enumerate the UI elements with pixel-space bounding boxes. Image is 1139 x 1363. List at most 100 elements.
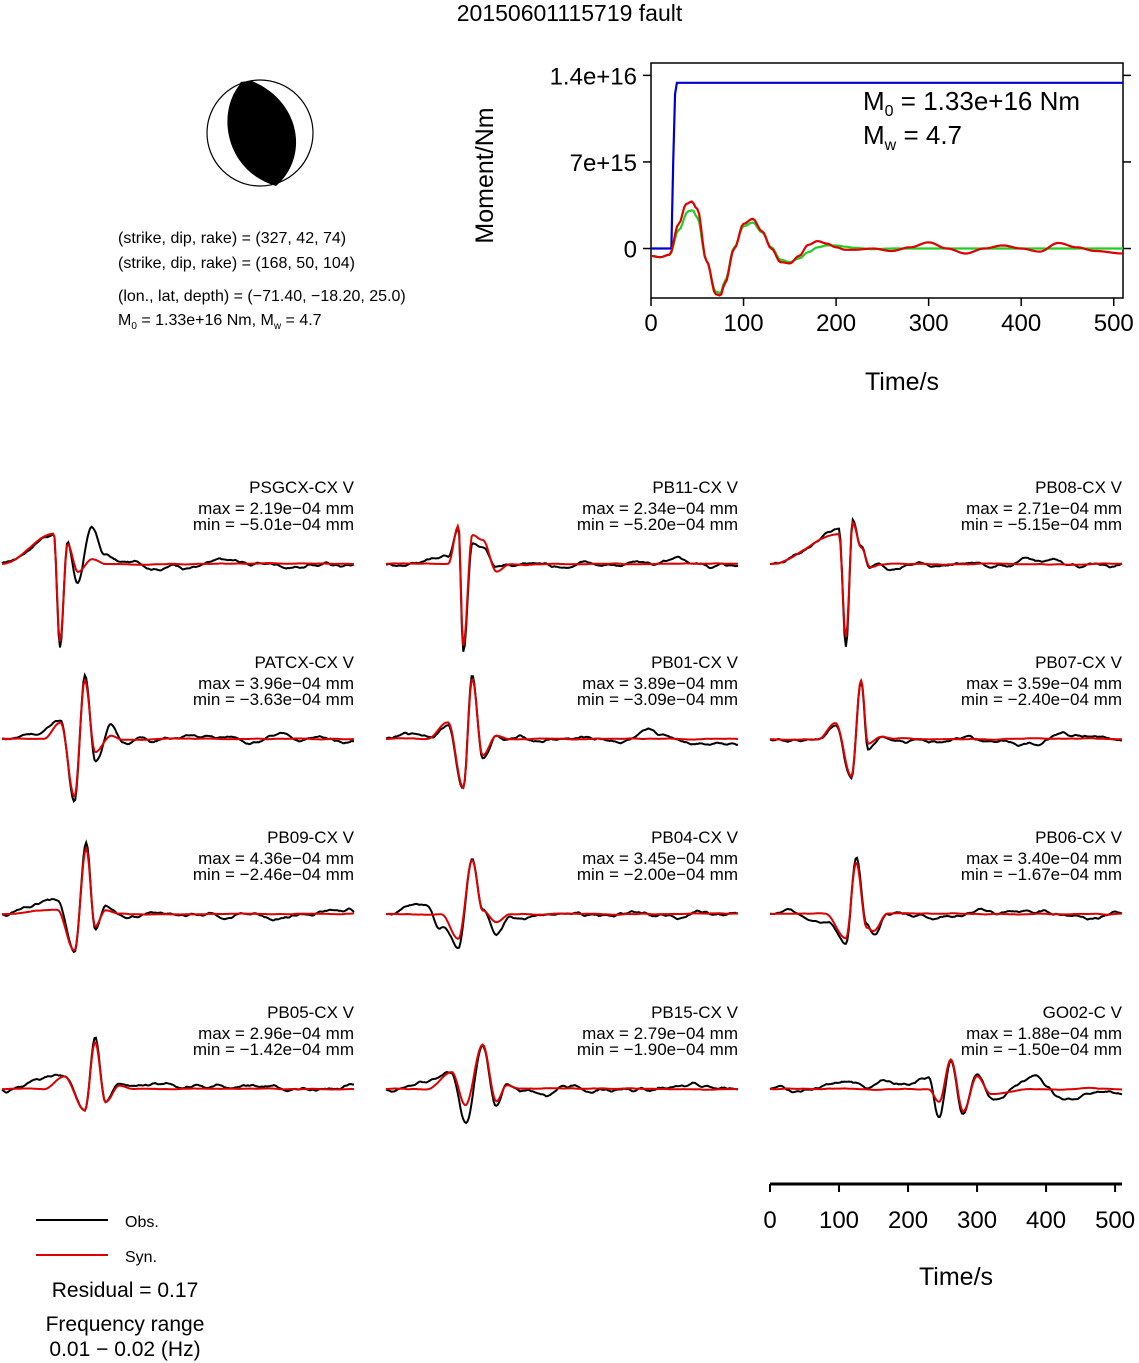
time-axis-tick-label: 500 (1095, 1207, 1135, 1234)
station-max: max = 3.45e−04 mm (582, 849, 738, 868)
ann-mw-rest: = 4.7 (896, 120, 962, 150)
station-min: min = −1.90e−04 mm (577, 1040, 738, 1059)
moment-chart-ticks: 0 100 200 300 400 500 0 7e+15 1.4e+16 (550, 63, 1134, 337)
legend-syn-label: Syn. (125, 1249, 157, 1266)
station-max: max = 3.40e−04 mm (966, 849, 1122, 868)
time-axis-tick-label: 200 (888, 1207, 928, 1234)
moment-m0-annotation: M0 = 1.33e+16 Nm (863, 86, 1080, 120)
synthetic-trace (2, 677, 355, 798)
residual-text: Residual = 0.17 (51, 1279, 199, 1302)
moment-x-tick-label: 500 (1094, 310, 1134, 337)
station-name: PB05-CX V (267, 1003, 355, 1022)
ann-mw-sub: w (884, 137, 897, 154)
m0-rest: = 1.33e+16 Nm, M (136, 312, 274, 329)
waveform-x-axis-label: Time/s (919, 1263, 993, 1291)
station-max: max = 3.89e−04 mm (582, 674, 738, 693)
station-max: max = 3.96e−04 mm (198, 674, 354, 693)
observed-trace (769, 1059, 1123, 1119)
observed-trace (769, 677, 1123, 781)
observed-trace (385, 525, 739, 652)
station-min: min = −2.40e−04 mm (961, 690, 1122, 709)
moment-x-axis-label: Time/s (865, 368, 939, 396)
magnitude-text: M0 = 1.33e+16 Nm, Mw = 4.7 (118, 312, 322, 332)
legend: Obs. Syn. (36, 1214, 159, 1266)
moment-x-tick-label: 0 (644, 310, 657, 337)
synthetic-trace (2, 1041, 355, 1112)
station-min: min = −5.20e−04 mm (577, 515, 738, 534)
time-axis-tick-label: 300 (957, 1207, 997, 1234)
station-min: min = −1.50e−04 mm (961, 1040, 1122, 1059)
moment-x-tick-label: 200 (816, 310, 856, 337)
station-name: PB04-CX V (651, 828, 739, 847)
station-max: max = 4.36e−04 mm (198, 849, 354, 868)
moment-chart-frame (650, 62, 1124, 299)
frequency-label: Frequency range (45, 1313, 205, 1336)
moment-chart-series (650, 81, 1124, 297)
synthetic-trace (386, 859, 739, 940)
station-min: min = −5.01e−04 mm (193, 515, 354, 534)
observed-trace (385, 1044, 739, 1125)
moment-y-tick-label: 1.4e+16 (550, 63, 637, 90)
station-name: PB11-CX V (652, 478, 738, 497)
moment-y-axis-label: Moment/Nm (471, 107, 499, 243)
station-name: PB08-CX V (1035, 478, 1123, 497)
station-min: min = −1.42e−04 mm (193, 1040, 354, 1059)
station-min: min = −2.46e−04 mm (193, 865, 354, 884)
station-name: GO02-C V (1043, 1003, 1123, 1022)
synthetic-trace (386, 678, 739, 790)
waveform-time-axis: Time/s 0 100 200 300 400 500 (763, 1182, 1135, 1291)
legend-obs-label: Obs. (125, 1214, 159, 1231)
synthetic-trace (769, 861, 1122, 940)
synthetic-trace (1, 532, 355, 642)
station-min: min = −5.15e−04 mm (961, 515, 1122, 534)
synthetic-trace (385, 523, 738, 646)
station-name: PSGCX-CX V (249, 478, 355, 497)
station-min: min = −3.63e−04 mm (193, 690, 354, 709)
station-min: min = −1.67e−04 mm (961, 865, 1122, 884)
plane2-text: (strike, dip, rake) = (168, 50, 104) (118, 255, 355, 272)
m0-sub: 0 (131, 321, 137, 333)
location-text: (lon., lat, depth) = (−71.40, −18.20, 25… (118, 288, 406, 305)
ann-mw-prefix: M (863, 120, 885, 150)
moment-y-tick-label: 7e+15 (570, 150, 637, 177)
station-max: max = 2.71e−04 mm (966, 499, 1122, 518)
mw-rest: = 4.7 (281, 312, 322, 329)
station-max: max = 3.59e−04 mm (966, 674, 1122, 693)
moment-series-line-2 (650, 200, 1124, 297)
station-name: PB09-CX V (267, 828, 355, 847)
station-name: PB06-CX V (1035, 828, 1123, 847)
m0-prefix: M (118, 312, 132, 329)
synthetic-trace (1, 845, 355, 952)
station-min: min = −2.00e−04 mm (577, 865, 738, 884)
page-title: 20150601115719 fault (456, 0, 683, 26)
time-axis-tick-label: 0 (763, 1207, 776, 1234)
time-axis-tick-label: 400 (1026, 1207, 1066, 1234)
station-name: PB07-CX V (1035, 653, 1123, 672)
station-max: max = 2.34e−04 mm (582, 499, 738, 518)
time-axis-tick-label: 100 (819, 1207, 859, 1234)
moment-series-line-0 (651, 81, 1123, 250)
moment-mw-annotation: Mw = 4.7 (863, 120, 962, 154)
synthetic-trace (770, 1058, 1123, 1113)
moment-x-tick-label: 300 (909, 310, 949, 337)
synthetic-trace (770, 520, 1123, 637)
ann-m0-rest: = 1.33e+16 Nm (894, 86, 1080, 116)
station-max: max = 2.19e−04 mm (198, 499, 354, 518)
synthetic-trace (769, 679, 1123, 779)
station-name: PB01-CX V (651, 653, 739, 672)
frequency-value: 0.01 − 0.02 (Hz) (49, 1338, 201, 1361)
beachball (206, 79, 314, 187)
